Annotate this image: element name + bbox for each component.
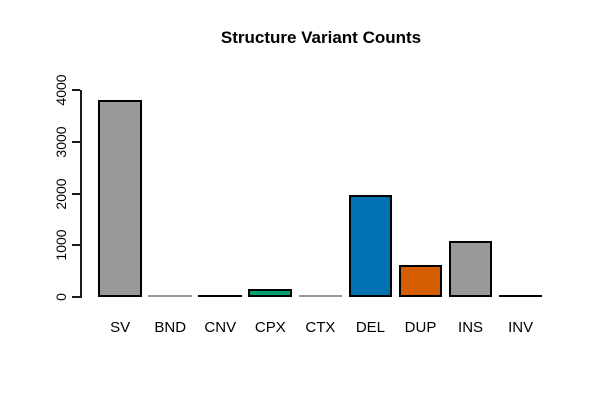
bar-ctx <box>298 295 343 297</box>
bar-del <box>348 195 393 297</box>
bar-ins <box>448 241 493 297</box>
y-tick-mark <box>72 244 80 247</box>
x-tick-label-sv: SV <box>110 319 131 336</box>
x-tick-label-ctx: CTX <box>305 319 336 336</box>
x-tick-label-cpx: CPX <box>254 319 286 336</box>
chart-title: Structure Variant Counts <box>220 28 422 47</box>
y-tick-mark <box>72 89 80 91</box>
y-tick-mark <box>72 140 80 143</box>
y-tick-mark <box>72 296 80 298</box>
x-tick-label-ins: INS <box>458 319 484 336</box>
bar-cpx <box>248 289 293 297</box>
y-tick-mark <box>72 192 80 195</box>
bar-cnv <box>198 295 243 297</box>
x-tick-label-bnd: BND <box>154 319 187 336</box>
x-tick-label-dup: DUP <box>404 319 437 336</box>
y-axis-line <box>80 90 82 298</box>
x-tick-label-cnv: CNV <box>204 319 237 336</box>
y-tick-label: 4000 <box>53 74 69 106</box>
bar-sv <box>98 100 142 297</box>
x-tick-label-inv: INV <box>508 319 534 336</box>
bar-dup <box>398 264 443 297</box>
bar-inv <box>498 295 543 297</box>
bar-bnd <box>148 295 193 297</box>
x-tick-label-del: DEL <box>355 319 386 336</box>
